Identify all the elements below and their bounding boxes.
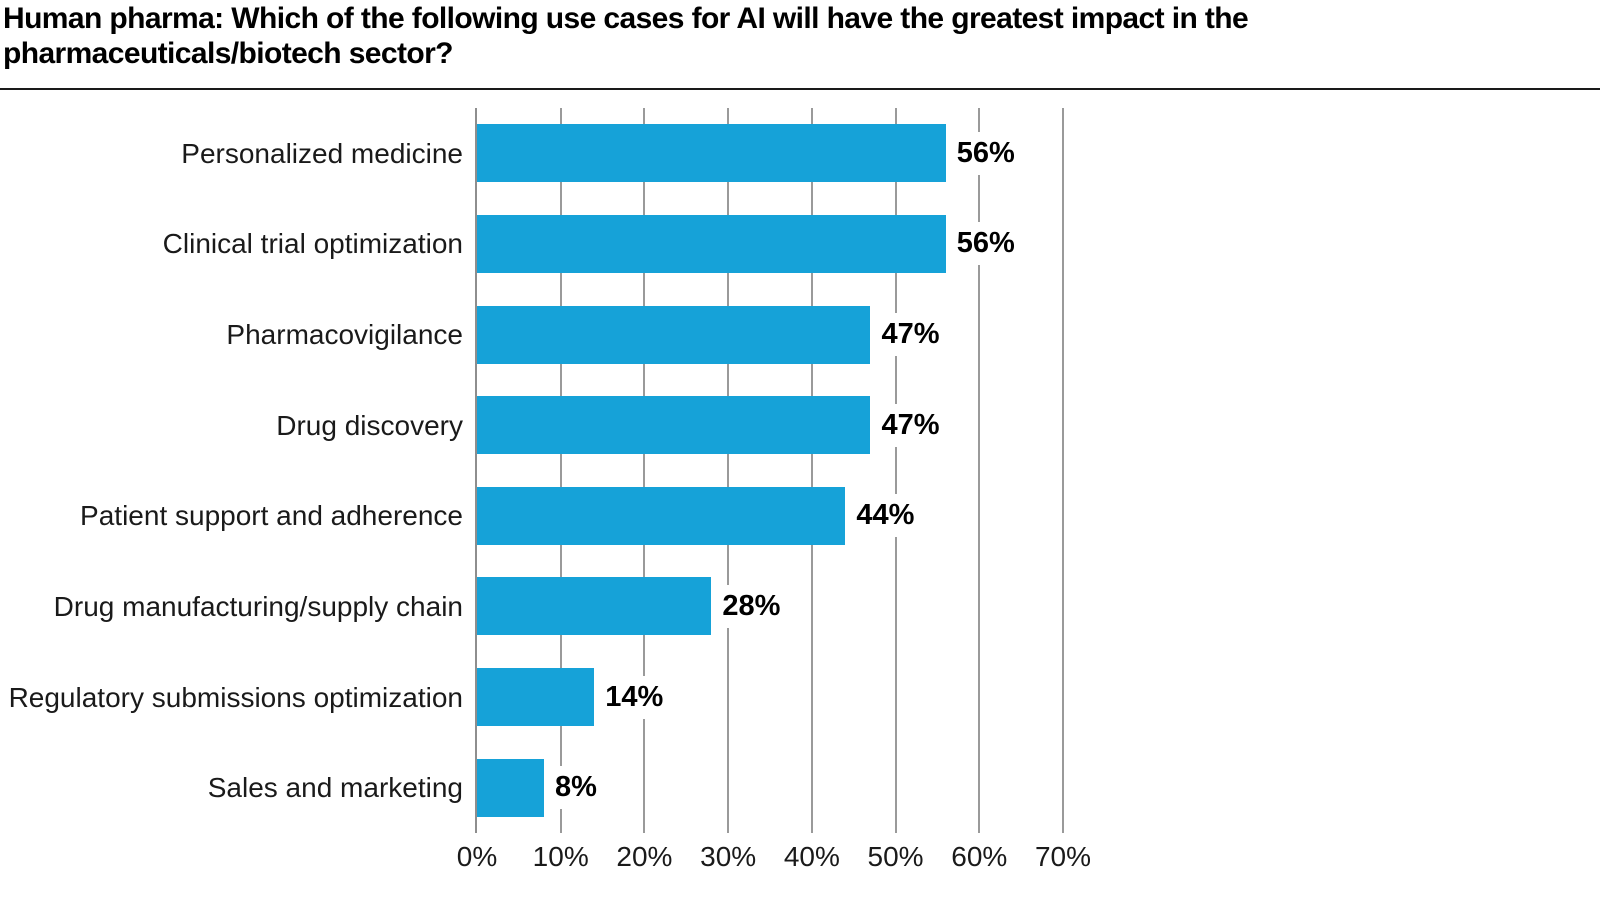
gridline-50% [894, 108, 897, 833]
value-label-text: 56% [948, 131, 1021, 175]
x-tick-50%: 50% [867, 841, 924, 872]
bar-4 [477, 396, 871, 455]
gridline-60% [978, 108, 981, 833]
gridline-40% [810, 108, 813, 833]
bar-2 [477, 214, 946, 273]
x-tick-60%: 60% [951, 841, 1008, 872]
x-tick-0%: 0% [456, 841, 498, 872]
value-label-text: 47% [873, 403, 946, 447]
category-label-8: Sales and marketing [207, 772, 463, 804]
value-label-4: 47% [873, 380, 946, 471]
gridline-30% [727, 108, 730, 833]
gridline-10% [559, 108, 562, 833]
value-label-text: 28% [714, 584, 787, 628]
plot-area: 56% 56% 47% 47% 44% 28% 14% 8% [475, 108, 1064, 833]
value-label-1: 56% [948, 108, 1021, 199]
value-label-6: 28% [714, 561, 787, 652]
value-label-text: 44% [848, 494, 921, 538]
x-tick-20%: 20% [616, 841, 673, 872]
bar-6 [477, 577, 712, 636]
x-tick-10%: 10% [532, 841, 589, 872]
value-label-text: 47% [873, 313, 946, 357]
gridline-20% [643, 108, 646, 833]
category-label-4: Drug discovery [276, 409, 463, 441]
value-label-3: 47% [873, 289, 946, 380]
value-label-7: 14% [597, 652, 670, 743]
bar-8 [477, 758, 544, 817]
category-label-1: Personalized medicine [181, 137, 463, 169]
category-labels: Personalized medicine Clinical trial opti… [0, 108, 463, 833]
horizontal-bar-chart: Personalized medicine Clinical trial opti… [0, 108, 1600, 898]
value-label-8: 8% [546, 742, 603, 833]
y-axis-baseline [475, 108, 477, 833]
chart-title: Human pharma: Which of the following use… [3, 1, 1433, 71]
value-label-text: 56% [948, 222, 1021, 266]
chart-title-line2: pharmaceuticals/biotech sector? [3, 37, 453, 70]
value-label-text: 8% [546, 766, 603, 810]
bar-3 [477, 305, 871, 364]
x-axis-ticks: 0% 10% 20% 30% 40% 50% 60% 70% [457, 841, 1091, 881]
chart-title-line1: Human pharma: Which of the following use… [3, 2, 1249, 35]
category-label-3: Pharmacovigilance [226, 319, 463, 351]
category-label-7: Regulatory submissions optimization [8, 681, 463, 713]
x-tick-40%: 40% [783, 841, 840, 872]
bar-1 [477, 124, 946, 183]
value-label-text: 14% [597, 675, 670, 719]
title-divider-line [0, 88, 1600, 90]
category-label-6: Drug manufacturing/supply chain [53, 590, 463, 622]
category-label-2: Clinical trial optimization [162, 228, 463, 260]
value-label-5: 44% [848, 471, 921, 562]
value-label-2: 56% [948, 199, 1021, 290]
x-tick-30%: 30% [700, 841, 757, 872]
category-label-5: Patient support and adherence [80, 500, 463, 532]
x-tick-70%: 70% [1034, 841, 1092, 872]
gridline-70% [1062, 108, 1064, 833]
bar-5 [477, 486, 846, 545]
bar-7 [477, 668, 595, 727]
